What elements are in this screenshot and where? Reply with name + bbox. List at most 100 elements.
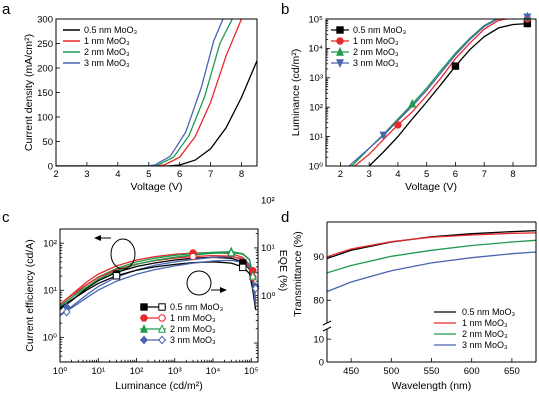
panel-b: b 2 3 4 5 6 7 8 10⁰ 10¹ 10² 10³ 10⁴ 10⁵ Voltage (V) Lu… [281,1,537,193]
panel-c-legend-marker-filled-1 [140,314,148,322]
panel-c-legend-label-0: 0.5 nm MoO₃ [170,302,224,312]
panel-c-label: c [2,209,10,226]
panel-a-series-line-2 [56,19,233,166]
panel-c-eqe-marker-2 [248,270,257,280]
panel-c-x-tick-label: 10² [130,366,144,377]
panel-d-series-line-2 [327,239,536,274]
panel-b-series-line-0 [368,22,528,166]
panel-a-frame [55,18,258,167]
panel-b-legend-label-0: 0.5 nm MoO₃ [353,25,407,35]
panel-b-x-tick-label: 7 [482,169,487,180]
panel-d-y-tick-label: 10 [313,334,324,345]
panel-d-axis-break-mark [322,320,332,326]
panel-b-x-tick-label: 4 [395,169,400,180]
panel-b-x-tick-label: 5 [424,169,429,180]
panel-c-legend-label-2: 2 nm MoO₃ [170,324,216,334]
panel-b-marker-3 [379,131,388,141]
panel-b-y-tick-label: 10³ [309,73,323,84]
panel-d-axis-break-mark [322,326,332,332]
panel-c-ylabel: Current efficiency (cd/A) [24,239,36,351]
panel-a-legend-label-2: 2 nm MoO₃ [84,47,130,57]
panel-c-x-tick-label: 10⁴ [206,366,221,377]
panel-a: a 2 3 4 5 6 7 8 0 50 100 150 200 250 300 Voltage (V) Cu… [2,1,258,193]
panel-a-y-tick-label: 0 [48,161,53,172]
panel-a-x-tick-label: 8 [239,169,244,180]
panel-a-series-line-0 [56,60,257,166]
panel-a-y-tick-label: 100 [37,112,53,123]
panel-b-x-tick-label: 2 [338,169,343,180]
panel-c-legend-marker-open-2 [158,323,166,333]
panel-b-y-tick-label: 10¹ [309,132,323,143]
panel-c-legend-label-3: 3 nm MoO₃ [170,335,216,345]
panel-d-legend-label-3: 3 nm MoO₃ [462,340,508,350]
panel-c-eqe-ellipse [186,270,212,296]
panel-a-x-tick-label: 7 [208,169,213,180]
panel-c-ce-arrow-head [94,235,101,241]
panel-a-y-tick-label: 50 [42,137,53,148]
panel-d-legend-label-0: 0.5 nm MoO₃ [462,307,516,317]
panel-b-legend-marker-1 [336,37,344,45]
panel-a-legend-label-1: 1 nm MoO₃ [84,36,130,46]
panel-c-y2label: EQE (%) [277,250,289,291]
panel-c-legend-marker-open-0 [158,303,166,311]
panel-c-frame [59,228,259,363]
panel-b-marker-0 [451,62,460,70]
panel-c-xlabel: Luminance (cd/m²) [115,380,203,392]
panel-b-marker-3 [523,13,532,23]
panel-d-x-tick-label: 500 [383,366,399,377]
panel-d-y-tick-label: 90 [313,252,324,263]
panel-b-x-tick-label: 3 [367,169,372,180]
panel-c-y-tick-label: 10² [43,238,57,249]
panel-b-legend-label-2: 2 nm MoO₃ [353,47,399,57]
panel-b-legend-marker-2 [336,46,344,56]
panel-b-y-tick-label: 10⁵ [308,14,323,25]
panel-b-marker-2 [408,98,417,108]
panel-d-label: d [281,209,289,226]
panel-c-legend-marker-filled-0 [140,303,148,311]
panel-c-eqe-marker-0 [112,272,121,280]
panel-d-series-line-1 [327,232,536,258]
panel-a-x-tick-label: 2 [53,169,58,180]
panel-d-legend-label-2: 2 nm MoO₃ [462,329,508,339]
panel-a-y-tick-label: 200 [37,63,53,74]
panel-a-x-tick-label: 4 [115,169,120,180]
panel-c-x-tick-label: 10³ [168,366,182,377]
panel-b-y-tick-label: 10² [309,103,323,114]
panel-c-y-tick-label: 10¹ [43,286,57,297]
panel-c-y2-tick-label: 10⁰ [261,291,276,302]
panel-a-ylabel: Current density (mA/cm²) [23,34,35,151]
panel-c-eqe-line-1 [60,254,257,307]
panel-c-x-tick-label: 10¹ [91,366,105,377]
panel-d-series-group [327,230,536,293]
panel-c-legend-marker-filled-2 [140,323,148,333]
panel-c-eqe-line-0 [60,261,257,310]
panel-c-eqe-line-3 [60,259,257,317]
panel-c-legend-marker-filled-3 [140,335,148,345]
panel-d-y-tick-label: 0 [319,357,324,368]
panel-a-legend-label-0: 0.5 nm MoO₃ [84,25,138,35]
panel-b-legend-label-3: 3 nm MoO₃ [353,58,399,68]
panel-d-y-tick-label: 80 [313,296,324,307]
panel-c-y-tick-label: 10⁰ [43,333,58,344]
panel-c-y2-tick-label: 10¹ [261,243,275,254]
panel-a-x-tick-label: 3 [84,169,89,180]
panel-c-y2-tick-label: 10² [261,196,275,207]
panel-a-y-tick-label: 150 [37,88,53,99]
panel-c-legend-marker-open-1 [158,314,166,322]
panel-c-ce-ellipse [110,238,136,270]
panel-c-eqe-marker-3 [62,307,71,317]
panel-c-legend-label-1: 1 nm MoO₃ [170,313,216,323]
panel-c-eqe-arrow-head [220,287,227,293]
panel-c-legend-marker-open-3 [158,335,166,345]
panel-c-eqe-marker-0 [239,263,247,272]
panel-d-x-tick-label: 600 [464,366,480,377]
panel-a-x-tick-label: 6 [177,169,182,180]
panel-d-legend-label-1: 1 nm MoO₃ [462,318,508,328]
panel-b-x-tick-label: 8 [510,169,515,180]
panel-b-y-tick-label: 10⁰ [309,161,324,172]
panel-d: d 450 500 550 600 650 80 90 0 10 Wavelength (nm) T… [281,209,537,392]
panel-d-x-tick-label: 450 [343,366,359,377]
panel-c-x-tick-label: 10⁰ [53,366,68,377]
panel-a-x-tick-label: 5 [146,169,151,180]
